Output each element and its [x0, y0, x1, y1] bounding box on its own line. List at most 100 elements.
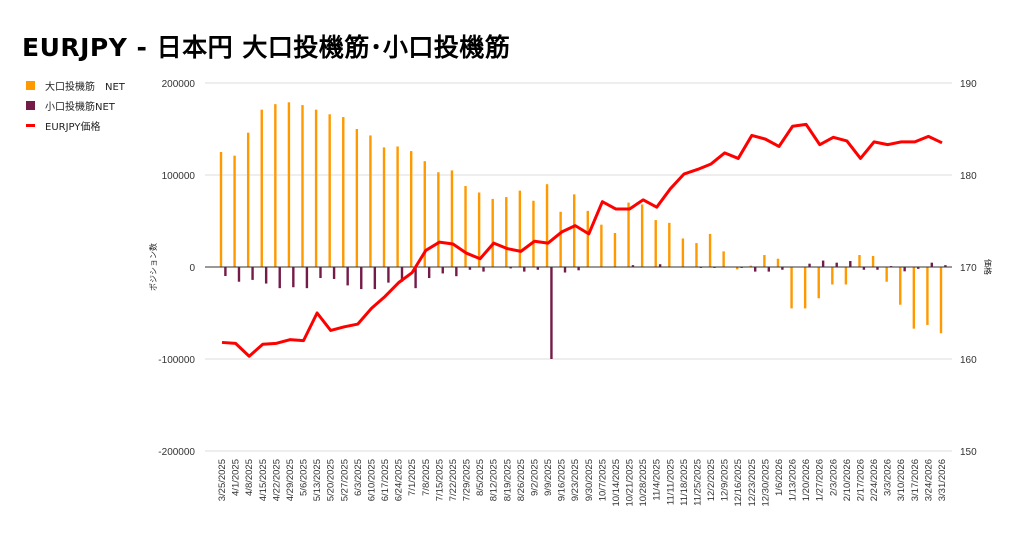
- bar-small: [917, 267, 920, 269]
- bar-large: [369, 135, 372, 267]
- legend-swatch-small: [26, 101, 35, 110]
- bar-large: [573, 194, 576, 267]
- x-tick-label: 3/31/2026: [937, 459, 948, 501]
- bar-large: [722, 251, 725, 267]
- bar-large: [681, 238, 685, 267]
- bar-large: [301, 105, 304, 267]
- y-left-tick-label: 100000: [162, 171, 196, 182]
- bar-large: [464, 186, 467, 267]
- x-tick-label: 9/23/2025: [570, 459, 581, 501]
- bar-small: [862, 267, 866, 270]
- bar-small: [876, 267, 879, 270]
- x-tick-label: 8/26/2025: [516, 459, 527, 501]
- x-tick-label: 7/15/2025: [434, 459, 445, 501]
- x-tick-label: 3/25/2025: [217, 459, 228, 501]
- x-tick-label: 2/3/2026: [828, 459, 839, 496]
- x-tick-label: 12/9/2025: [720, 459, 731, 501]
- bar-large: [749, 265, 753, 267]
- bar-large: [409, 151, 413, 267]
- x-tick-label: 9/30/2025: [584, 459, 595, 501]
- x-tick-label: 11/25/2025: [692, 459, 703, 506]
- bar-small: [821, 260, 825, 267]
- legend-swatch-large: [26, 81, 35, 90]
- bar-small: [414, 267, 417, 289]
- x-tick-label: 9/2/2025: [529, 459, 540, 496]
- bar-large: [695, 243, 698, 267]
- bar-small: [658, 264, 662, 267]
- x-tick-label: 1/13/2026: [788, 459, 799, 501]
- bar-small: [536, 267, 540, 270]
- y-left-axis-title: ポジション数: [148, 243, 158, 291]
- bar-small: [835, 262, 838, 267]
- x-tick-label: 3/10/2026: [896, 459, 907, 501]
- bar-small: [767, 267, 770, 272]
- bar-large: [559, 211, 562, 267]
- bar-small: [563, 267, 567, 273]
- x-tick-label: 4/8/2025: [244, 459, 255, 496]
- legend-label-price: EURJPY価格: [45, 122, 101, 133]
- bar-small: [482, 267, 485, 272]
- x-tick-label: 11/18/2025: [679, 459, 690, 506]
- bar-small: [509, 267, 512, 269]
- bar-small: [278, 267, 281, 289]
- x-tick-label: 6/10/2025: [366, 459, 377, 501]
- bar-large: [844, 267, 848, 285]
- x-tick-label: 4/29/2025: [285, 459, 296, 501]
- bar-large: [532, 200, 535, 267]
- bar-small: [550, 267, 553, 359]
- x-tick-label: 2/10/2026: [842, 459, 853, 501]
- bar-small: [332, 267, 336, 279]
- x-tick-label: 5/27/2025: [339, 459, 350, 501]
- x-tick-label: 11/4/2025: [652, 459, 663, 501]
- bar-small: [754, 267, 757, 272]
- bar-large: [817, 267, 820, 299]
- legend-item-price: EURJPY価格: [26, 118, 100, 133]
- bar-small: [305, 267, 309, 289]
- price-line: [221, 122, 943, 358]
- x-tick-label: 6/24/2025: [394, 459, 405, 501]
- x-tick-label: 1/27/2026: [815, 459, 826, 501]
- x-tick-label: 5/13/2025: [312, 459, 323, 501]
- bar-large: [246, 132, 250, 267]
- x-tick-label: 3/3/2026: [883, 459, 894, 496]
- bar-small: [944, 265, 947, 267]
- bar-large: [790, 267, 793, 309]
- bar-large: [939, 267, 943, 334]
- bar-large: [600, 224, 603, 267]
- bar-large: [586, 210, 589, 267]
- bar-large: [668, 222, 671, 267]
- x-tick-label: 7/1/2025: [407, 459, 418, 496]
- bar-small: [360, 267, 363, 290]
- bar-large: [885, 267, 888, 282]
- x-tick-label: 1/20/2026: [801, 459, 812, 501]
- x-tick-label: 1/6/2026: [774, 459, 785, 496]
- x-tick-label: 4/1/2025: [231, 459, 242, 496]
- bar-large: [219, 152, 223, 267]
- bar-large: [763, 255, 766, 267]
- x-tick-label: 2/24/2026: [869, 459, 880, 501]
- y-right-tick-label: 180: [960, 171, 977, 182]
- x-tick-label: 10/28/2025: [638, 459, 649, 507]
- bar-large: [505, 197, 508, 267]
- x-tick-label: 6/3/2025: [353, 459, 364, 496]
- x-tick-label: 5/6/2025: [299, 459, 310, 496]
- bar-small: [930, 262, 934, 267]
- y-left-tick-label: 0: [189, 263, 195, 274]
- bar-large: [342, 117, 345, 267]
- x-tick-label: 7/29/2025: [462, 459, 473, 501]
- x-tick-label: 12/23/2025: [747, 459, 758, 507]
- x-tick-label: 7/8/2025: [421, 459, 432, 496]
- legend-item-large: 大口投機筋 NET: [26, 78, 125, 93]
- bar-large: [382, 147, 386, 267]
- bar-large: [260, 109, 263, 268]
- bar-large: [627, 202, 630, 267]
- bar-large: [450, 170, 454, 267]
- bar-large: [518, 190, 522, 267]
- bar-large: [328, 114, 331, 267]
- bar-large: [831, 267, 834, 285]
- x-tick-label: 4/22/2025: [271, 459, 282, 501]
- bar-large: [803, 267, 807, 309]
- bar-small: [781, 267, 784, 270]
- bar-small: [849, 261, 852, 267]
